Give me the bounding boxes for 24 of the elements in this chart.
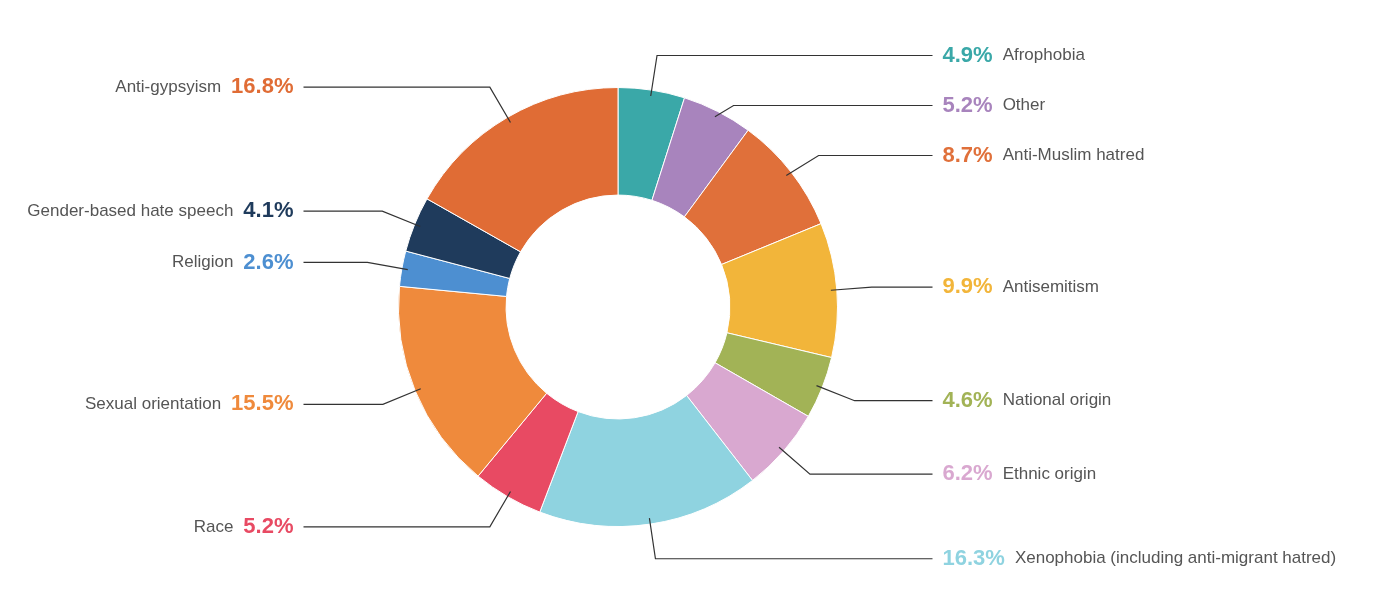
data-label: 5.2% xyxy=(243,512,294,538)
slice-label: Anti-gypsyism xyxy=(115,76,222,96)
data-label: 16.8% xyxy=(231,73,294,99)
data-label: 4.9% xyxy=(942,41,993,67)
data-label: 4.6% xyxy=(942,386,993,412)
slice-label: Anti-Muslim hatred xyxy=(1002,145,1145,165)
data-label: 2.6% xyxy=(243,248,294,274)
data-label: 9.9% xyxy=(942,273,993,299)
data-label: 4.1% xyxy=(243,197,294,223)
slice-label: Ethnic origin xyxy=(1002,463,1097,483)
slice-label: Sexual orientation xyxy=(85,394,222,414)
slice-label: Religion xyxy=(171,252,234,272)
slice-label: Xenophobia (including anti-migrant hatred) xyxy=(1014,548,1337,568)
data-label: 15.5% xyxy=(231,390,294,416)
slice-label: National origin xyxy=(1002,390,1112,410)
slice-label: Antisemitism xyxy=(1002,276,1099,296)
slice-label: Gender-based hate speech xyxy=(27,200,234,220)
slice-label: Afrophobia xyxy=(1002,45,1086,65)
data-label: 5.2% xyxy=(942,91,993,117)
slice-label: Other xyxy=(1002,95,1046,115)
data-label: 8.7% xyxy=(942,141,993,167)
slice-label: Race xyxy=(193,516,234,536)
data-label: 16.3% xyxy=(942,544,1005,570)
data-label: 6.2% xyxy=(942,460,993,486)
